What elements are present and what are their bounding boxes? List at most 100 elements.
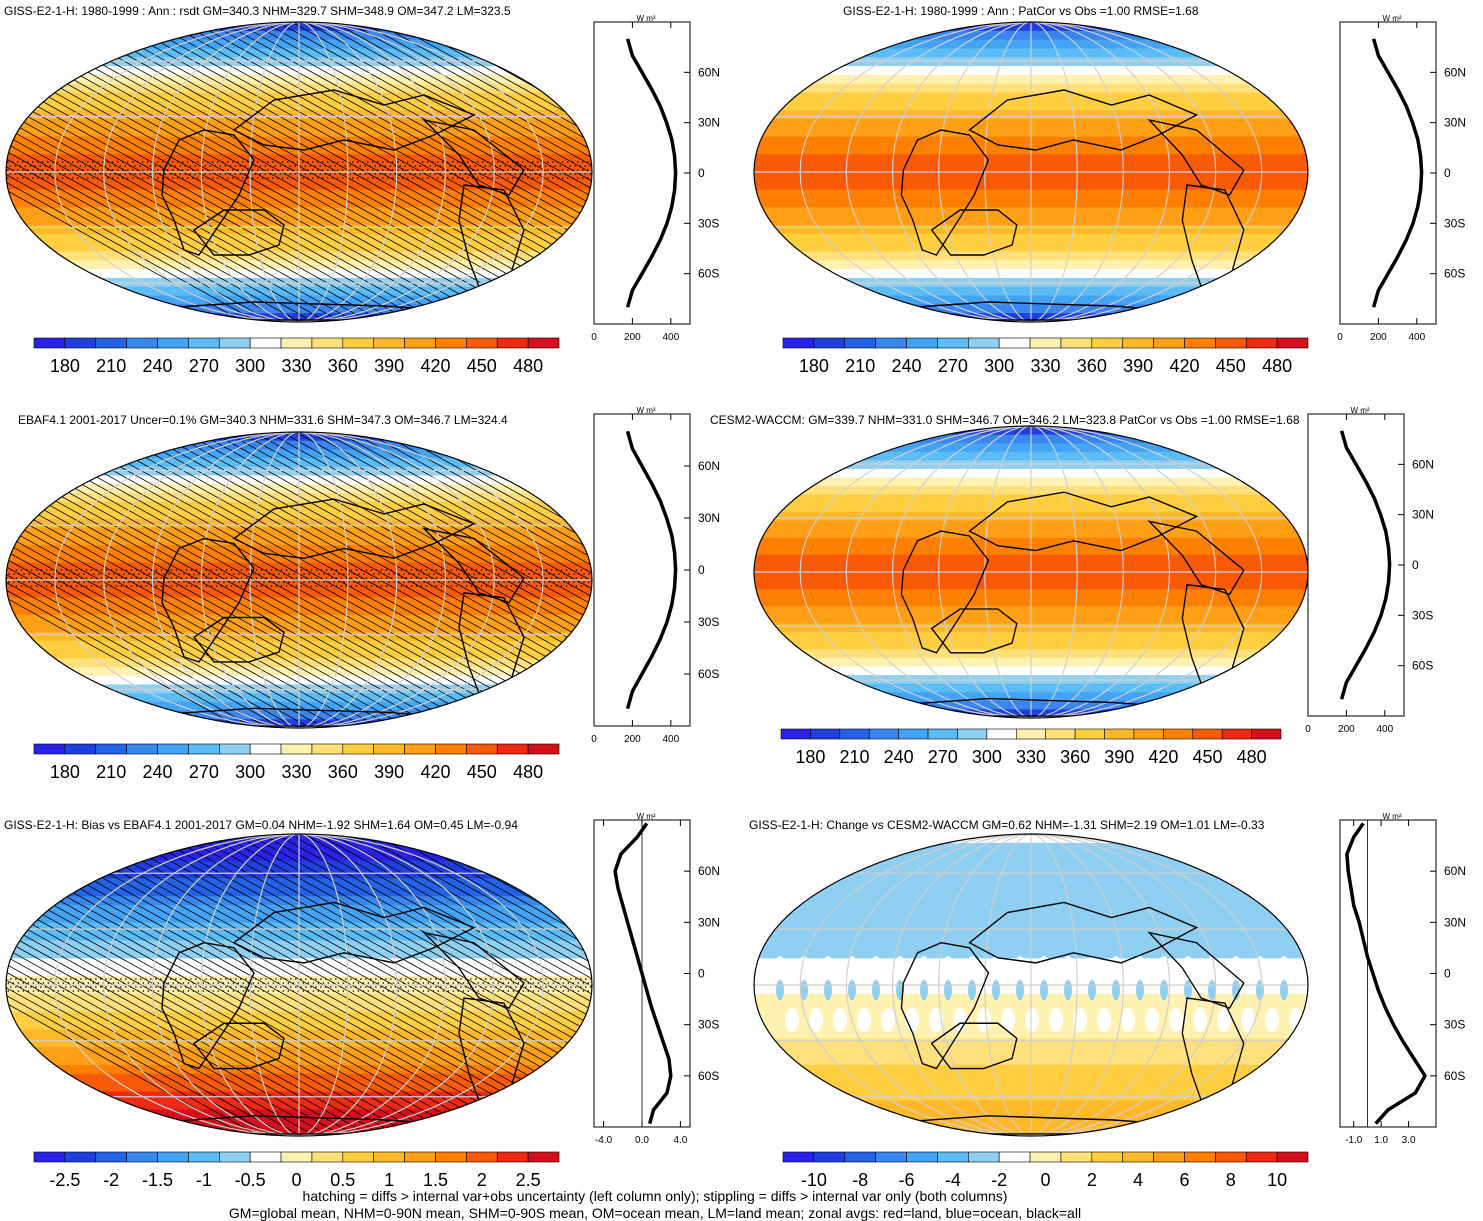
stipple-dot	[351, 177, 354, 179]
colorbar-tick-label: 300	[235, 356, 265, 376]
colorbar-tick-label: -0.5	[235, 1170, 266, 1190]
stipple-dot	[66, 161, 69, 163]
stipple-dot	[42, 982, 45, 984]
stipple-dot	[160, 986, 162, 988]
stipple-dot	[362, 990, 365, 992]
stipple-dot	[418, 581, 420, 583]
stipple-dot	[548, 573, 550, 575]
stipple-dot	[310, 978, 312, 980]
stipple-dot	[267, 982, 270, 984]
stipple-dot	[41, 169, 44, 171]
graticule-meridian	[799, 834, 1032, 1136]
stipple-dot	[305, 585, 308, 587]
stipple-dot	[235, 577, 238, 579]
stipple-dot	[58, 573, 60, 575]
stipple-dot	[406, 161, 409, 163]
stipple-dot	[155, 585, 158, 587]
stipple-dot	[233, 573, 235, 575]
stipple-dot	[539, 165, 542, 167]
stipple-dot	[325, 986, 327, 988]
stipple-dot	[174, 165, 177, 167]
colorbar-tick-label: 8	[1226, 1170, 1236, 1190]
stipple-dot	[400, 585, 403, 587]
stipple-dot	[406, 177, 409, 179]
stipple-dot	[55, 577, 58, 579]
stipple-dot	[70, 577, 73, 579]
stipple-dot	[243, 581, 245, 583]
stipple-dot	[376, 177, 379, 179]
stipple-dot	[158, 573, 160, 575]
graticule-meridian	[1030, 834, 1263, 1136]
colorbar-swatch	[1029, 1151, 1062, 1163]
stipple-dot	[498, 581, 500, 583]
stipple-dot	[560, 986, 562, 988]
pattern-blob	[1145, 1008, 1159, 1032]
colorbar-swatch	[1184, 337, 1216, 349]
stipple-dot	[565, 978, 567, 980]
stipple-dot	[51, 161, 54, 163]
colorbar-swatch	[1122, 1151, 1154, 1163]
stipple-dot	[115, 569, 118, 571]
stipple-dot	[275, 978, 277, 980]
stipple-dot	[32, 982, 35, 984]
coastline	[232, 498, 476, 560]
stipple-dot	[530, 569, 533, 571]
stipple-dot	[165, 986, 167, 988]
stipple-dot	[447, 990, 450, 992]
stipple-dot	[94, 173, 97, 175]
stipple-dot	[23, 573, 25, 575]
stipple-dot	[537, 990, 540, 992]
colorbar-swatch	[1091, 1151, 1124, 1163]
stipple-dot	[560, 577, 563, 579]
stipple-dot	[92, 982, 95, 984]
stipple-dot	[528, 573, 530, 575]
stipple-dot	[95, 978, 97, 980]
stipple-dot	[60, 569, 63, 571]
stipple-dot	[120, 978, 122, 980]
stipple-dot	[390, 569, 393, 571]
stipple-dot	[558, 573, 560, 575]
stipple-dot	[237, 982, 240, 984]
stipple-dot	[225, 585, 228, 587]
stipple-dot	[161, 169, 164, 171]
zonal-x-tick-label: 0	[1305, 724, 1311, 735]
stipple-dot	[219, 165, 222, 167]
stipple-dot	[79, 165, 82, 167]
stipple-dot	[96, 169, 99, 171]
stipple-dot	[100, 569, 103, 571]
stipple-dot	[379, 173, 382, 175]
stipple-dot	[290, 585, 293, 587]
stipple-dot	[157, 982, 160, 984]
stipple-dot	[145, 569, 148, 571]
colorbar-tick-label: 270	[928, 747, 958, 767]
stipple-dot	[500, 978, 502, 980]
colorbar-swatch	[33, 337, 66, 349]
stipple-dot	[355, 986, 357, 988]
stipple-dot	[85, 569, 88, 571]
stipple-dot	[122, 990, 125, 992]
stipple-dot	[318, 581, 320, 583]
stipple-dot	[86, 169, 89, 171]
stipple-dot	[489, 173, 492, 175]
stipple-dot	[330, 978, 332, 980]
colorbar: 180 210 240 270 300 330 360 390 420 450 480	[33, 743, 560, 782]
stipple-dot	[60, 986, 62, 988]
map	[5, 833, 593, 1137]
stipple-dot	[260, 978, 262, 980]
pattern-blob	[894, 956, 906, 984]
graticule-meridian	[298, 22, 447, 322]
stipple-dot	[586, 161, 589, 163]
stipple-dot	[353, 573, 355, 575]
stipple-dot	[230, 978, 232, 980]
stipple-dot	[128, 573, 130, 575]
stipple-dot	[300, 577, 303, 579]
coastline	[192, 1022, 285, 1070]
stipple-dot	[486, 161, 489, 163]
stipple-dot	[435, 569, 438, 571]
stipple-dot	[231, 161, 234, 163]
colorbar: 180 210 240 270 300 330 360 390 420 450 480	[33, 337, 560, 376]
stipple-dot	[325, 577, 328, 579]
stipple-dot	[29, 165, 32, 167]
stipple-dot	[164, 173, 167, 175]
